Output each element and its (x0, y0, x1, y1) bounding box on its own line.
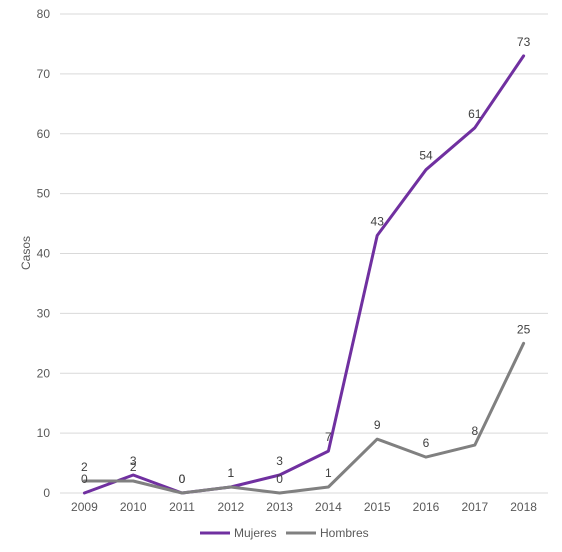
legend-label-hombres: Hombres (320, 526, 369, 540)
y-tick-label: 80 (37, 7, 51, 21)
gridlines (60, 13, 548, 434)
data-label-hombres: 1 (325, 466, 332, 480)
y-tick-label: 20 (37, 366, 51, 380)
y-axis-label: Casos (19, 236, 33, 270)
x-tick-label: 2009 (71, 500, 98, 514)
data-label-mujeres: 61 (468, 107, 482, 121)
data-label-hombres: 1 (227, 466, 234, 480)
data-label-mujeres: 3 (276, 454, 283, 468)
data-label-hombres: 2 (130, 460, 137, 474)
y-tick-label: 10 (37, 426, 51, 440)
y-tick-label: 60 (37, 127, 51, 141)
data-label-mujeres: 43 (371, 215, 385, 229)
y-tick-label: 70 (37, 67, 51, 81)
legend: Mujeres Hombres (200, 526, 369, 540)
data-label-mujeres: 3 (130, 454, 137, 468)
data-label-mujeres: 1 (227, 466, 234, 480)
y-tick-label: 0 (43, 486, 50, 500)
data-label-hombres: 25 (517, 322, 531, 336)
y-tick-label: 30 (37, 306, 51, 320)
data-label-hombres: 2 (81, 460, 88, 474)
x-tick-label: 2015 (364, 500, 391, 514)
data-label-mujeres: 54 (419, 149, 433, 163)
legend-label-mujeres: Mujeres (234, 526, 277, 540)
data-label-hombres: 0 (179, 472, 186, 486)
data-label-mujeres: 0 (179, 472, 186, 486)
data-label-mujeres: 73 (517, 35, 531, 49)
series (82, 54, 526, 495)
data-label-hombres: 0 (276, 472, 283, 486)
series-line-mujeres (82, 54, 526, 495)
x-tick-label: 2012 (217, 500, 244, 514)
data-label-mujeres: 7 (325, 430, 332, 444)
y-tick-label: 50 (37, 187, 51, 201)
x-tick-label: 2018 (510, 500, 537, 514)
data-label-hombres: 8 (471, 424, 478, 438)
x-tick-label: 2010 (120, 500, 147, 514)
x-tick-label: 2011 (169, 500, 195, 514)
data-label-mujeres: 0 (81, 472, 88, 486)
x-tick-label: 2016 (413, 500, 440, 514)
x-tick-label: 2017 (461, 500, 488, 514)
series-line-hombres (82, 341, 526, 495)
data-label-hombres: 9 (374, 418, 381, 432)
x-tick-label: 2014 (315, 500, 342, 514)
x-tick-label: 2013 (266, 500, 293, 514)
y-tick-label: 40 (37, 247, 51, 261)
data-label-hombres: 6 (423, 436, 430, 450)
